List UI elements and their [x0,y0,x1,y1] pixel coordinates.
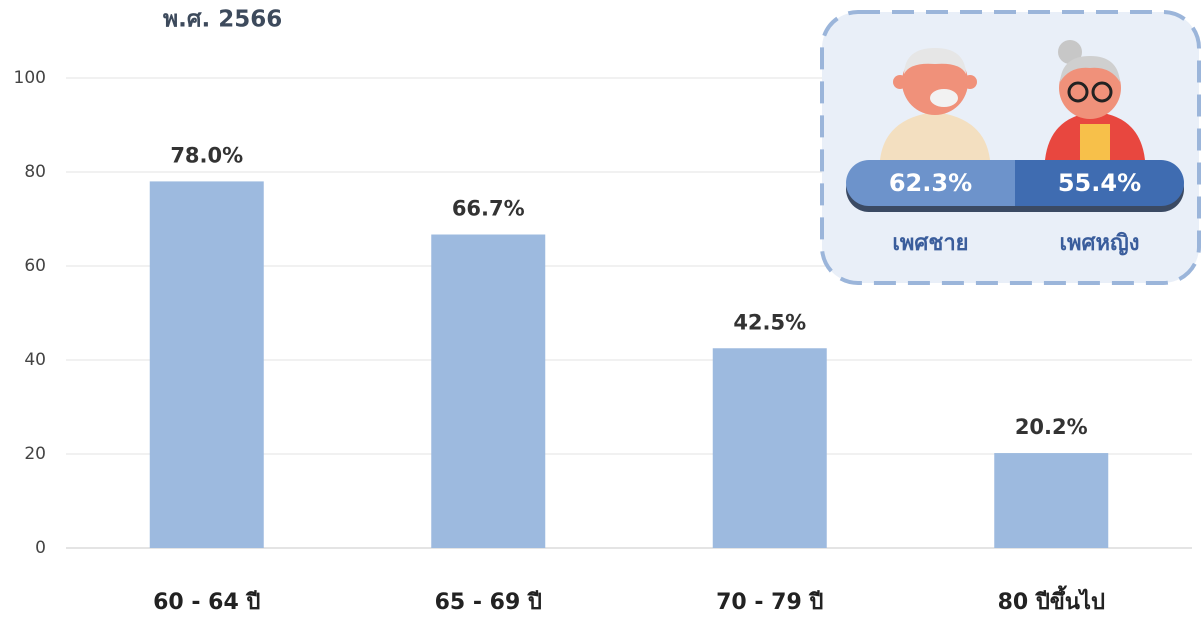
y-tick-label: 20 [24,444,46,464]
gender-value-label: 55.4% [1058,169,1141,197]
y-tick-label: 60 [24,256,46,276]
gender-segment [846,160,1015,206]
bar [431,234,546,548]
gender-label: เพศหญิง [1060,231,1140,256]
value-label: 42.5% [733,310,806,334]
x-tick-label: 80 ปีขึ้นไป [998,585,1105,615]
x-tick-label: 70 - 79 ปี [716,590,823,615]
chart-title: พ.ศ. 2566 [163,7,282,33]
elderly-woman-icon [1045,40,1145,160]
gender-segment [1015,160,1184,206]
gender-inset: 62.3% เพศชาย 55.4% เพศหญิง [820,10,1201,285]
bar [994,453,1109,548]
x-tick-label: 60 - 64 ปี [153,590,260,615]
gender-label: เพศชาย [892,231,968,256]
bar [712,348,827,548]
elderly-man-icon [880,48,990,160]
bar [149,181,264,548]
value-label: 20.2% [1015,415,1088,439]
y-tick-label: 40 [24,350,46,370]
plot-area: 0 20 40 60 80 100 78.0% 60 - 64 ปี 66.7% 65 - 69 … [14,68,1192,615]
gender-value-label: 62.3% [889,169,972,197]
y-tick-label: 0 [35,538,46,558]
value-label: 66.7% [452,197,525,221]
value-label: 78.0% [170,143,243,167]
x-tick-label: 65 - 69 ปี [435,590,542,615]
y-tick-label: 80 [24,162,46,182]
y-tick-label: 100 [14,68,46,88]
